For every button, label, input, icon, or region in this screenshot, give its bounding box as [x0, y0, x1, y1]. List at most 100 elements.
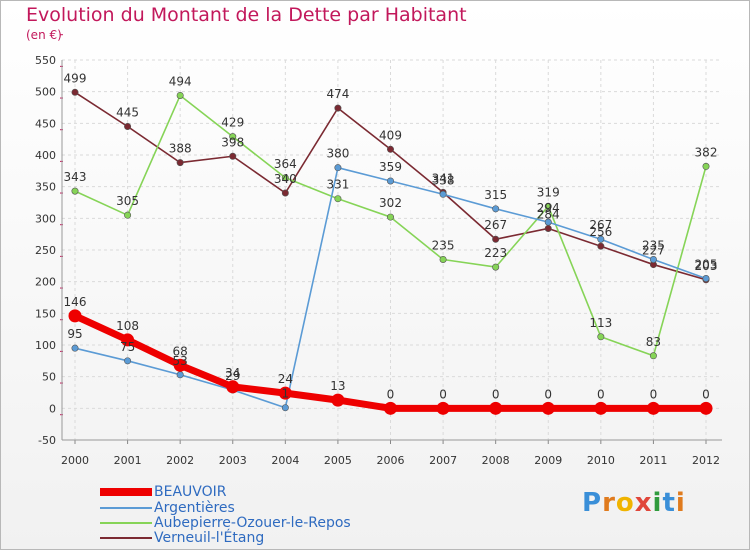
data-label-verneuil-l-etang: 499	[64, 71, 87, 85]
data-point-beauvoir	[226, 380, 240, 394]
data-label-aubepierre-ozouer-le-repos: 302	[379, 196, 402, 210]
chart-title: Evolution du Montant de la Dette par Hab…	[26, 4, 467, 26]
axes: -500501001502002503003504004505005502000…	[35, 34, 722, 467]
x-tick-label: 2002	[166, 454, 194, 467]
data-point-argentieres	[492, 205, 500, 213]
data-label-argentieres: 315	[484, 188, 507, 202]
legend-item-beauvoir: BEAUVOIR	[100, 484, 420, 500]
data-label-beauvoir: 0	[492, 387, 500, 401]
y-tick-label: 350	[35, 181, 56, 194]
x-tick-label: 2001	[114, 454, 142, 467]
data-label-argentieres: 235	[642, 239, 665, 253]
data-label-argentieres: 294	[537, 201, 560, 215]
data-point-beauvoir	[646, 401, 660, 415]
legend-label-verneuil: Verneuil-l'Étang	[154, 530, 265, 546]
data-label-argentieres: 53	[173, 354, 188, 368]
data-point-argentieres	[439, 190, 447, 198]
data-label-argentieres: 29	[225, 369, 240, 383]
data-label-beauvoir: 0	[439, 387, 447, 401]
legend-swatch-verneuil	[100, 537, 152, 539]
data-point-beauvoir	[331, 393, 345, 407]
data-point-beauvoir	[489, 401, 503, 415]
x-tick-label: 2000	[61, 454, 89, 467]
y-tick-label: -50	[38, 434, 56, 447]
data-label-argentieres: 1	[282, 387, 290, 401]
logo-letter: r	[602, 488, 616, 518]
data-point-aubepierre-ozouer-le-repos	[176, 91, 184, 99]
grid	[62, 59, 722, 441]
data-label-verneuil-l-etang: 340	[274, 172, 297, 186]
legend-item-argentieres: Argentières	[100, 500, 420, 516]
data-point-argentieres	[124, 357, 132, 365]
data-label-verneuil-l-etang: 445	[116, 106, 139, 120]
legend-swatch-beauvoir	[100, 488, 152, 496]
data-point-verneuil-l-etang	[544, 224, 552, 232]
y-tick-label: 150	[35, 307, 56, 320]
x-tick-label: 2008	[482, 454, 510, 467]
data-point-verneuil-l-etang	[492, 235, 500, 243]
data-label-aubepierre-ozouer-le-repos: 494	[169, 74, 192, 88]
data-point-aubepierre-ozouer-le-repos	[492, 263, 500, 271]
data-point-argentieres	[176, 371, 184, 379]
data-point-beauvoir	[278, 386, 292, 400]
y-tick-label: 0	[49, 402, 56, 415]
data-label-beauvoir: 0	[597, 387, 605, 401]
data-label-argentieres: 267	[589, 218, 612, 232]
legend-label-aubepierre: Aubepierre-Ozouer-le-Repos	[154, 515, 351, 531]
data-point-argentieres	[649, 255, 657, 263]
data-label-beauvoir: 34	[225, 366, 240, 380]
y-tick-label: 50	[42, 371, 56, 384]
data-point-argentieres	[334, 164, 342, 172]
y-tick-label: 300	[35, 212, 56, 225]
legend-label-argentieres: Argentières	[154, 500, 235, 516]
data-point-verneuil-l-etang	[124, 123, 132, 131]
y-tick-label: 100	[35, 339, 56, 352]
data-point-argentieres	[71, 344, 79, 352]
logo-letter: o	[615, 488, 635, 518]
data-label-argentieres: 338	[432, 173, 455, 187]
data-label-aubepierre-ozouer-le-repos: 305	[116, 194, 139, 208]
data-point-beauvoir	[121, 333, 135, 347]
legend-label-beauvoir: BEAUVOIR	[154, 484, 227, 500]
data-label-argentieres: 359	[379, 160, 402, 174]
y-tick-label: 200	[35, 276, 56, 289]
data-label-verneuil-l-etang: 256	[589, 225, 612, 239]
data-point-aubepierre-ozouer-le-repos	[702, 162, 710, 170]
data-point-verneuil-l-etang	[386, 145, 394, 153]
data-label-verneuil-l-etang: 388	[169, 142, 192, 156]
data-point-argentieres	[544, 218, 552, 226]
data-point-aubepierre-ozouer-le-repos	[386, 213, 394, 221]
data-point-verneuil-l-etang	[229, 152, 237, 160]
x-tick-label: 2003	[219, 454, 247, 467]
data-label-aubepierre-ozouer-le-repos: 113	[589, 316, 612, 330]
y-tick-label: 450	[35, 117, 56, 130]
data-point-verneuil-l-etang	[71, 88, 79, 96]
data-label-beauvoir: 24	[278, 372, 293, 386]
data-label-argentieres: 380	[326, 147, 349, 161]
data-label-verneuil-l-etang: 267	[484, 218, 507, 232]
logo-letter: t	[662, 488, 676, 518]
data-point-aubepierre-ozouer-le-repos	[334, 195, 342, 203]
data-label-aubepierre-ozouer-le-repos: 343	[64, 170, 87, 184]
data-point-argentieres	[281, 404, 289, 412]
data-point-beauvoir	[594, 401, 608, 415]
data-point-aubepierre-ozouer-le-repos	[281, 174, 289, 182]
x-tick-label: 2004	[271, 454, 299, 467]
data-point-verneuil-l-etang	[597, 242, 605, 250]
data-label-verneuil-l-etang: 474	[326, 87, 349, 101]
logo-letter: i	[652, 488, 663, 518]
data-point-aubepierre-ozouer-le-repos	[229, 133, 237, 141]
data-label-verneuil-l-etang: 409	[379, 128, 402, 142]
data-label-aubepierre-ozouer-le-repos: 429	[221, 116, 244, 130]
y-tick-label: 250	[35, 244, 56, 257]
data-label-beauvoir: 0	[650, 387, 658, 401]
data-point-verneuil-l-etang	[176, 159, 184, 167]
data-point-beauvoir	[173, 358, 187, 372]
data-point-verneuil-l-etang	[281, 189, 289, 197]
line-chart: -500501001502002503003504004505005502000…	[35, 34, 722, 467]
data-label-aubepierre-ozouer-le-repos: 235	[432, 239, 455, 253]
data-point-argentieres	[597, 235, 605, 243]
x-tick-label: 2012	[692, 454, 720, 467]
data-point-beauvoir	[699, 401, 713, 415]
